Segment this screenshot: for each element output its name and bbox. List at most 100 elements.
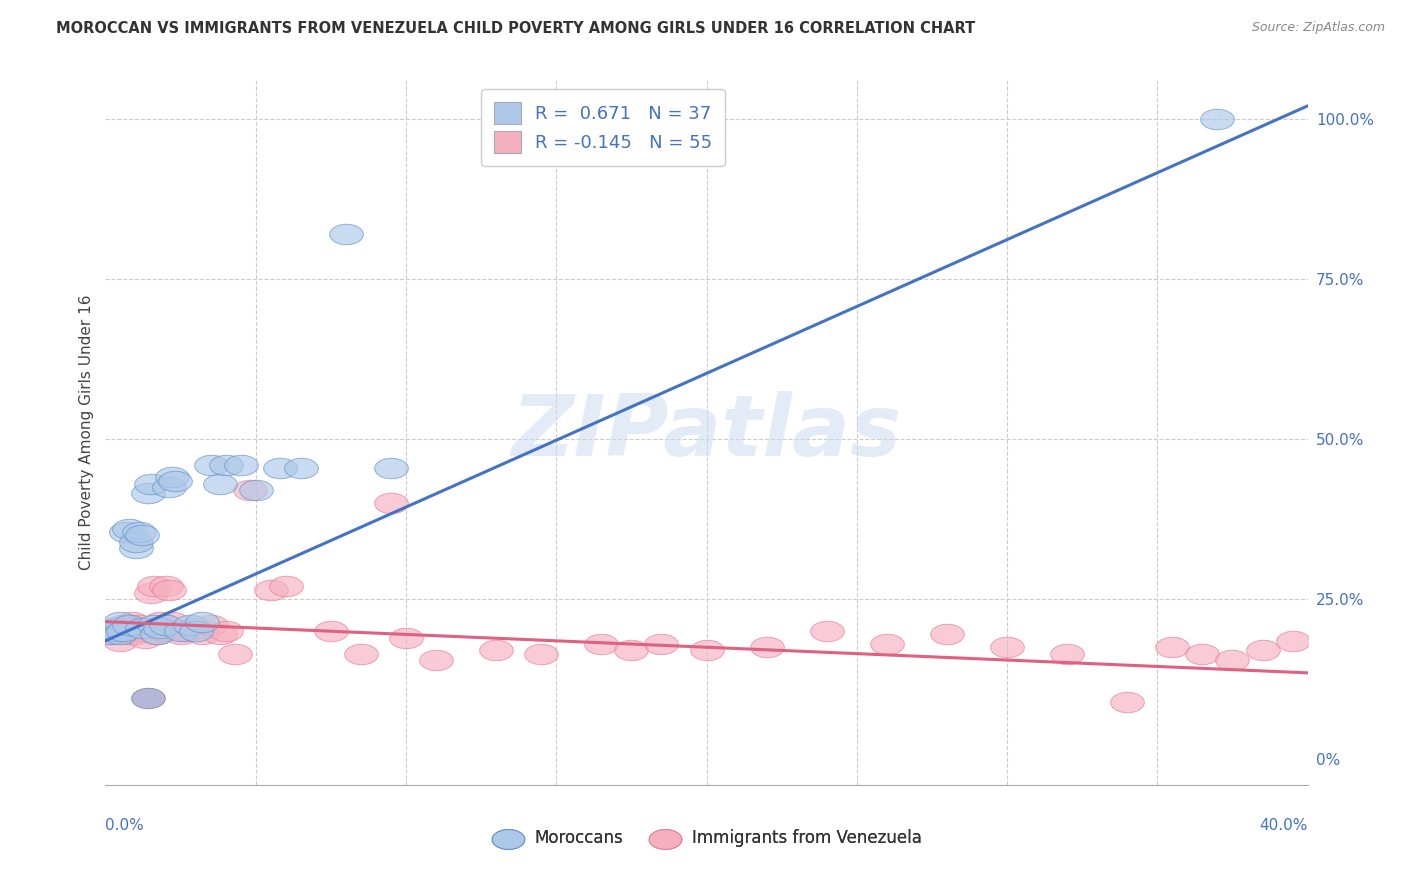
Point: [229, 458, 252, 472]
Point: [131, 624, 153, 639]
Point: [380, 496, 402, 510]
Point: [485, 643, 508, 657]
Point: [124, 627, 146, 641]
Point: [245, 483, 267, 498]
Point: [136, 621, 159, 635]
Point: [107, 624, 129, 639]
Point: [157, 480, 180, 494]
Point: [110, 633, 132, 648]
Point: [591, 637, 613, 651]
Text: Source: ZipAtlas.com: Source: ZipAtlas.com: [1251, 21, 1385, 34]
Point: [1222, 653, 1244, 667]
Point: [214, 458, 236, 472]
Point: [148, 621, 170, 635]
Point: [142, 579, 165, 593]
Point: [1251, 643, 1274, 657]
Point: [200, 617, 222, 632]
Point: [124, 541, 146, 555]
Point: [755, 640, 778, 655]
Point: [239, 483, 262, 498]
Point: [118, 617, 141, 632]
Point: [152, 624, 174, 639]
Point: [214, 624, 236, 639]
Point: [190, 615, 212, 629]
Point: [184, 624, 207, 639]
Point: [350, 647, 373, 661]
Point: [169, 627, 191, 641]
Point: [128, 617, 150, 632]
Point: [224, 647, 246, 661]
Point: [696, 643, 718, 657]
Y-axis label: Child Poverty Among Girls Under 16: Child Poverty Among Girls Under 16: [79, 295, 94, 570]
Point: [995, 640, 1018, 655]
Point: [1206, 112, 1229, 126]
Point: [112, 617, 135, 632]
Point: [876, 637, 898, 651]
Point: [142, 617, 165, 632]
Point: [103, 624, 125, 639]
Point: [148, 615, 170, 629]
Point: [290, 460, 312, 475]
Point: [530, 647, 553, 661]
Point: [134, 631, 156, 645]
Point: [1116, 695, 1139, 709]
Point: [155, 579, 177, 593]
Point: [184, 621, 207, 635]
Point: [395, 631, 418, 645]
Point: [176, 624, 198, 639]
Point: [169, 624, 191, 639]
Point: [208, 476, 231, 491]
Point: [118, 627, 141, 641]
Point: [100, 627, 122, 641]
Point: [136, 691, 159, 706]
Point: [157, 582, 180, 597]
Point: [650, 637, 672, 651]
Point: [260, 582, 283, 597]
Point: [115, 624, 138, 639]
Point: [139, 476, 162, 491]
Point: [200, 458, 222, 472]
Point: [1056, 647, 1078, 661]
Point: [208, 627, 231, 641]
Point: [160, 470, 183, 484]
Point: [124, 621, 146, 635]
Point: [131, 528, 153, 542]
Legend: Moroccans, Immigrants from Venezuela: Moroccans, Immigrants from Venezuela: [485, 822, 928, 855]
Point: [620, 643, 643, 657]
Point: [115, 524, 138, 539]
Point: [136, 486, 159, 500]
Point: [815, 624, 838, 639]
Point: [110, 615, 132, 629]
Point: [139, 586, 162, 600]
Point: [163, 474, 186, 488]
Point: [110, 627, 132, 641]
Point: [319, 624, 342, 639]
Point: [190, 627, 212, 641]
Point: [160, 615, 183, 629]
Point: [145, 627, 167, 641]
Point: [1161, 640, 1184, 655]
Text: 40.0%: 40.0%: [1260, 818, 1308, 832]
Text: 0.0%: 0.0%: [105, 818, 145, 832]
Text: MOROCCAN VS IMMIGRANTS FROM VENEZUELA CHILD POVERTY AMONG GIRLS UNDER 16 CORRELA: MOROCCAN VS IMMIGRANTS FROM VENEZUELA CH…: [56, 21, 976, 36]
Point: [335, 227, 357, 241]
Point: [128, 524, 150, 539]
Point: [936, 627, 959, 641]
Point: [103, 621, 125, 635]
Point: [380, 460, 402, 475]
Point: [155, 617, 177, 632]
Point: [131, 621, 153, 635]
Point: [100, 627, 122, 641]
Point: [112, 624, 135, 639]
Point: [1281, 633, 1303, 648]
Point: [121, 615, 143, 629]
Point: [1191, 647, 1213, 661]
Text: ZIPatlas: ZIPatlas: [512, 391, 901, 475]
Point: [118, 522, 141, 536]
Point: [269, 460, 291, 475]
Point: [425, 653, 447, 667]
Point: [124, 534, 146, 549]
Point: [274, 579, 297, 593]
Point: [145, 627, 167, 641]
Point: [179, 617, 201, 632]
